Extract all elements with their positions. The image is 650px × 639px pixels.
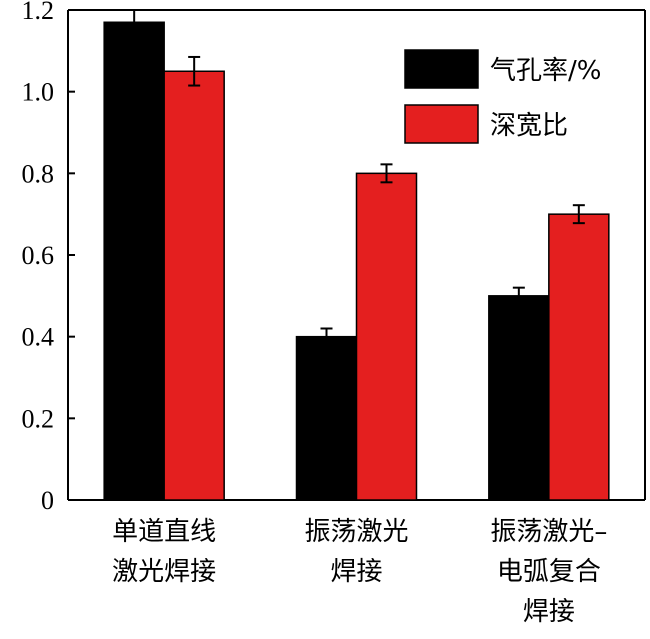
category-label: 振荡激光 bbox=[304, 517, 408, 547]
bar bbox=[355, 172, 418, 501]
bar bbox=[103, 21, 165, 501]
category-label: 激光焊接 bbox=[112, 557, 216, 587]
y-tick-labels: 0 0.2 0.4 0.6 0.8 1.0 1.2 bbox=[22, 0, 55, 515]
bar bbox=[163, 70, 225, 501]
category-label: 振荡激光– bbox=[490, 517, 607, 547]
category-label: 焊接 bbox=[330, 557, 382, 587]
y-tick-label: 0.4 bbox=[22, 323, 55, 352]
bar bbox=[488, 295, 550, 501]
error-bars bbox=[128, 9, 585, 346]
legend-swatch bbox=[404, 104, 479, 144]
y-tick-label: 0 bbox=[41, 486, 54, 515]
bar bbox=[295, 335, 358, 501]
category-label: 单道直线 bbox=[112, 517, 216, 547]
legend-swatch bbox=[404, 49, 479, 89]
y-tick-label: 0.2 bbox=[22, 404, 55, 433]
category-label: 电弧复合 bbox=[497, 557, 601, 587]
bars bbox=[103, 21, 610, 501]
bar bbox=[548, 213, 610, 501]
legend: 气孔率/% 深宽比 bbox=[404, 49, 601, 144]
y-tick-label: 0.8 bbox=[22, 159, 55, 188]
legend-label: 气孔率/% bbox=[490, 56, 601, 86]
y-tick-label: 1.2 bbox=[22, 0, 55, 25]
y-tick-label: 1.0 bbox=[22, 78, 55, 107]
y-tick-label: 0.6 bbox=[22, 241, 55, 270]
category-label: 焊接 bbox=[523, 597, 575, 627]
legend-label: 深宽比 bbox=[490, 111, 568, 141]
